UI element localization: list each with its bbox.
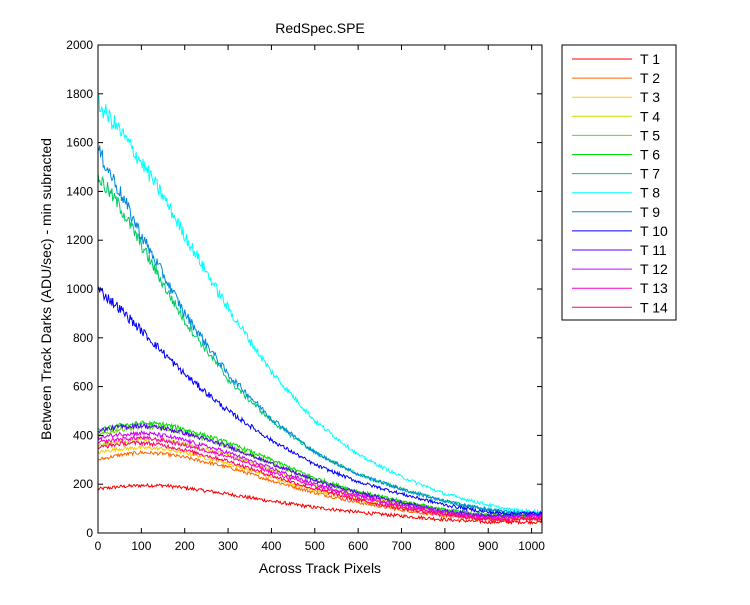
legend-label-2: T 2 — [640, 70, 660, 86]
x-axis-label: Across Track Pixels — [259, 560, 381, 576]
y-tick-label: 1200 — [66, 233, 93, 247]
series-line-1 — [97, 482, 543, 526]
y-tick-label: 600 — [73, 380, 93, 394]
y-tick-label: 1000 — [66, 282, 93, 296]
x-tick-label: 100 — [131, 539, 151, 553]
legend-label-10: T 10 — [640, 223, 668, 239]
series-layer — [97, 94, 543, 526]
series-line-8 — [97, 94, 543, 515]
legend-label-1: T 1 — [640, 51, 660, 67]
legend: T 1 T 2 T 3 T 4 T 5 T 6 T 7 T 8 T 9 T 10 T 11 T 12 T… — [561, 44, 677, 321]
legend-label-3: T 3 — [640, 89, 660, 105]
legend-label-4: T 4 — [640, 108, 660, 124]
x-tick-label: 800 — [435, 539, 455, 553]
y-tick-label: 400 — [73, 428, 93, 442]
series-line-6 — [97, 419, 543, 518]
y-tick-label: 200 — [73, 477, 93, 491]
x-tick-label: 700 — [392, 539, 412, 553]
x-tick-label: 1000 — [518, 539, 545, 553]
plot-area — [98, 45, 542, 533]
series-line-14 — [97, 440, 543, 523]
legend-label-14: T 14 — [640, 299, 668, 315]
y-axis-label: Between Track Darks (ADU/sec) - min subr… — [38, 138, 54, 440]
x-tick-label: 200 — [175, 539, 195, 553]
legend-label-13: T 13 — [640, 280, 668, 296]
y-tick-label: 0 — [86, 526, 93, 540]
x-tick-label: 600 — [348, 539, 368, 553]
x-tick-label: 900 — [478, 539, 498, 553]
series-line-9 — [97, 145, 543, 517]
y-tick-label: 1600 — [66, 136, 93, 150]
x-tick-label: 300 — [218, 539, 238, 553]
ticks-layer: 0 100 200 300 400 500 600 700 800 900 1000 0 200 400 6… — [66, 38, 545, 553]
series-line-10 — [97, 286, 543, 517]
x-tick-label: 0 — [95, 539, 102, 553]
legend-label-6: T 6 — [640, 147, 660, 163]
legend-label-9: T 9 — [640, 204, 660, 220]
legend-label-8: T 8 — [640, 185, 660, 201]
series-line-11 — [97, 422, 543, 520]
x-tick-label: 400 — [261, 539, 281, 553]
series-line-12 — [97, 429, 543, 520]
chart-title: RedSpec.SPE — [275, 20, 365, 36]
legend-label-11: T 11 — [640, 242, 667, 258]
y-tick-label: 2000 — [66, 38, 93, 52]
x-tick-label: 500 — [305, 539, 325, 553]
y-tick-label: 1800 — [66, 87, 93, 101]
y-tick-label: 1400 — [66, 184, 93, 198]
legend-label-5: T 5 — [640, 127, 660, 143]
legend-label-7: T 7 — [640, 166, 660, 182]
legend-box — [561, 44, 677, 321]
legend-label-12: T 12 — [640, 261, 668, 277]
plot-frame — [97, 44, 543, 534]
y-tick-label: 800 — [73, 331, 93, 345]
